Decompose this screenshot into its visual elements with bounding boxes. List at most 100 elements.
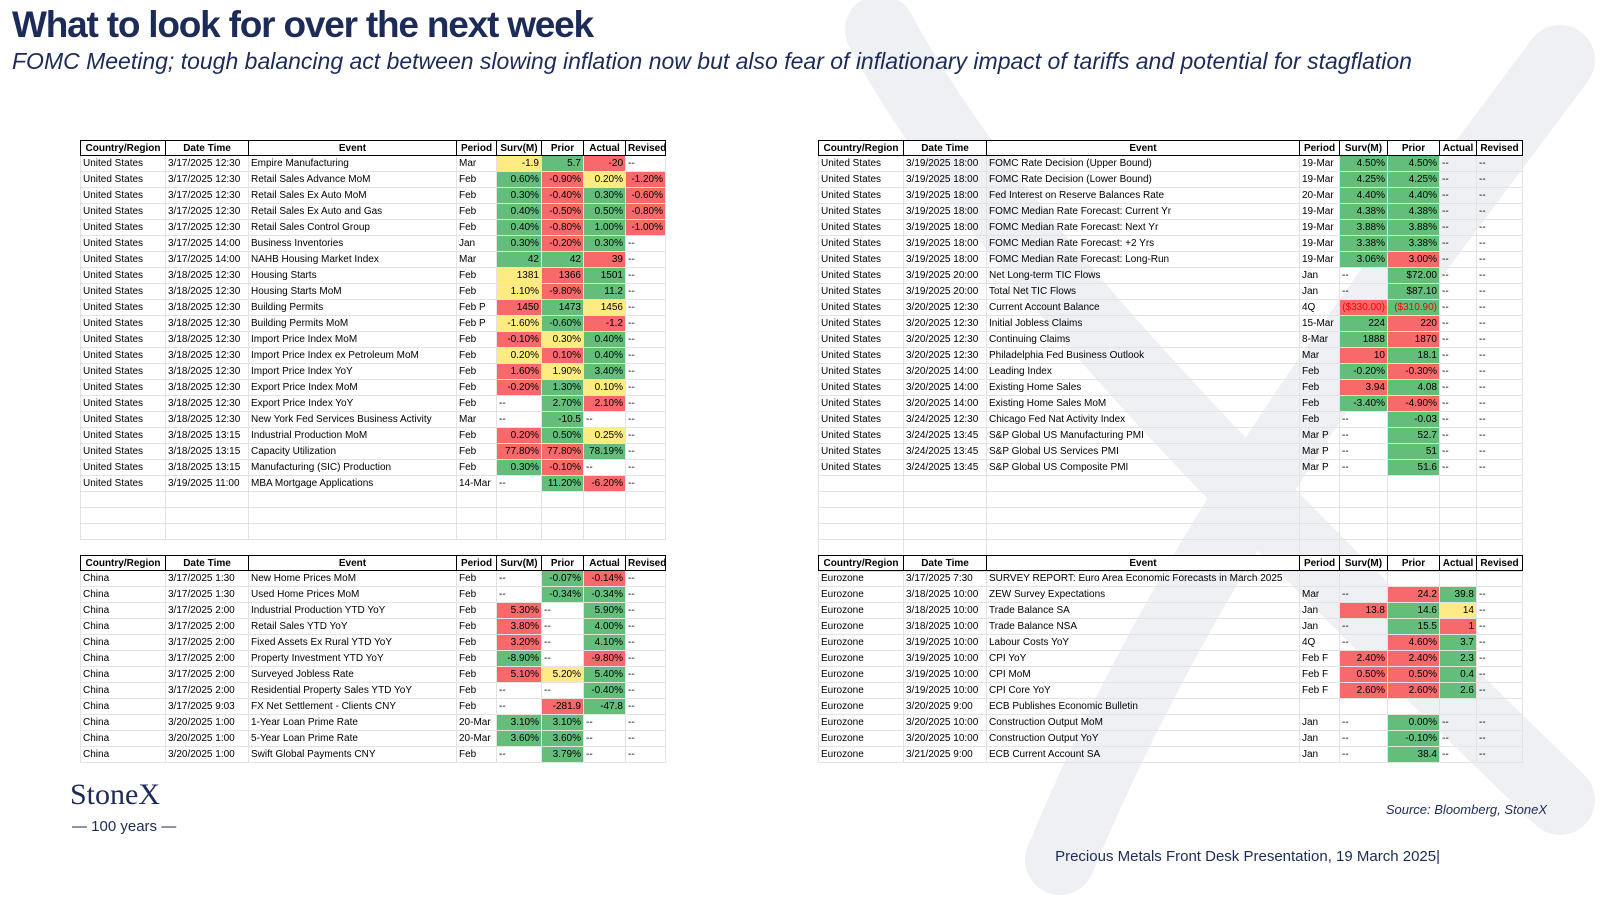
cell-date: 3/17/2025 1:30 — [165, 586, 249, 603]
cell-event: Labour Costs YoY — [986, 634, 1300, 651]
cell-country: United States — [80, 347, 166, 364]
cell-period: Feb — [456, 283, 497, 300]
cell-actual: 0.50% — [583, 203, 626, 220]
cell-period: Feb — [456, 187, 497, 204]
cell-event: S&P Global US Services PMI — [986, 443, 1300, 460]
cell-date: 3/20/2025 12:30 — [903, 315, 987, 332]
cell-actual: -- — [1439, 171, 1477, 188]
table-row: China 3/20/2025 1:00 1-Year Loan Prime Rat… — [80, 714, 666, 731]
cell-country: United States — [80, 459, 166, 476]
cell-date: 3/19/2025 18:00 — [903, 203, 987, 220]
column-header: Surv(M) — [496, 555, 542, 571]
cell-surv: 4.50% — [1339, 155, 1388, 172]
cell-date: 3/20/2025 1:00 — [165, 746, 249, 763]
cell-date: 3/17/2025 14:00 — [165, 235, 249, 252]
cell-prior: -0.30% — [1387, 363, 1440, 380]
empty-row — [818, 523, 1523, 540]
cell-actual: -0.34% — [583, 586, 626, 603]
cell-prior: 1870 — [1387, 331, 1440, 348]
cell-country: United States — [80, 299, 166, 316]
cell-actual: -- — [583, 459, 626, 476]
cell-prior: 0.10% — [541, 347, 584, 364]
cell-actual: -20 — [583, 155, 626, 172]
page-subtitle: FOMC Meeting; tough balancing act betwee… — [12, 48, 1412, 74]
cell-revised: -- — [1476, 347, 1523, 364]
cell-country: United States — [818, 219, 904, 236]
cell-date: 3/20/2025 14:00 — [903, 395, 987, 412]
column-header: Prior — [541, 555, 584, 571]
cell-surv: 1.60% — [496, 363, 542, 380]
table-row: United States 3/24/2025 13:45 S&P Global U… — [818, 443, 1523, 460]
cell-revised: -- — [625, 602, 666, 619]
cell-country: Eurozone — [818, 698, 904, 715]
cell-country: United States — [818, 443, 904, 460]
cell-revised: -- — [1476, 602, 1523, 619]
cell-revised: -- — [1476, 586, 1523, 603]
cell-country: United States — [818, 363, 904, 380]
cell-revised: -- — [625, 459, 666, 476]
cell-actual: 0.40% — [583, 347, 626, 364]
cell-prior: 51 — [1387, 443, 1440, 460]
cell-event: Trade Balance NSA — [986, 618, 1300, 635]
cell-prior: 4.25% — [1387, 171, 1440, 188]
table-row: United States 3/18/2025 12:30 Import Price… — [80, 331, 666, 348]
cell-actual: -9.80% — [583, 650, 626, 667]
cell-event: Trade Balance SA — [986, 602, 1300, 619]
cell-surv: 0.30% — [496, 235, 542, 252]
cell-period: Feb F — [1299, 650, 1340, 667]
cell-surv: -- — [496, 682, 542, 699]
cell-prior: -9.80% — [541, 283, 584, 300]
cell-revised: -- — [1476, 267, 1523, 284]
cell-country: United States — [80, 219, 166, 236]
cell-prior: $72.00 — [1387, 267, 1440, 284]
cell-event: FOMC Median Rate Forecast: +2 Yrs — [986, 235, 1300, 252]
cell-event: Export Price Index YoY — [248, 395, 457, 412]
column-header: Surv(M) — [1339, 140, 1388, 156]
cell-country: United States — [818, 155, 904, 172]
cell-surv: 0.40% — [496, 203, 542, 220]
empty-row — [80, 507, 666, 524]
cell-country: China — [80, 730, 166, 747]
cell-surv: 4.40% — [1339, 187, 1388, 204]
cell-date: 3/20/2025 9:00 — [903, 698, 987, 715]
table-row: United States 3/24/2025 13:45 S&P Global U… — [818, 459, 1523, 476]
table-row: United States 3/20/2025 12:30 Initial Jobl… — [818, 315, 1523, 332]
cell-period: Jan — [1299, 746, 1340, 763]
cell-event: FX Net Settlement - Clients CNY — [248, 698, 457, 715]
cell-actual: -- — [1439, 347, 1477, 364]
cell-surv: 2.40% — [1339, 650, 1388, 667]
cell-period: Jan — [456, 235, 497, 252]
cell-actual: 2.3 — [1439, 650, 1477, 667]
cell-surv: 77.80% — [496, 443, 542, 460]
cell-date: 3/19/2025 18:00 — [903, 171, 987, 188]
cell-period: Mar P — [1299, 427, 1340, 444]
cell-event: Building Permits MoM — [248, 315, 457, 332]
cell-date: 3/18/2025 12:30 — [165, 315, 249, 332]
table-row: United States 3/18/2025 12:30 Import Price… — [80, 347, 666, 364]
cell-surv: -8.90% — [496, 650, 542, 667]
column-header: Period — [456, 555, 497, 571]
cell-actual: 39.8 — [1439, 586, 1477, 603]
cell-period: Feb — [456, 746, 497, 763]
cell-actual: -- — [1439, 331, 1477, 348]
cell-actual: 4.00% — [583, 618, 626, 635]
cell-prior: 4.50% — [1387, 155, 1440, 172]
cell-revised: -- — [1476, 714, 1523, 731]
cell-revised: -- — [625, 411, 666, 428]
cell-period: Feb — [456, 443, 497, 460]
table-row: United States 3/17/2025 12:30 Retail Sales… — [80, 171, 666, 188]
cell-period: 19-Mar — [1299, 251, 1340, 268]
cell-surv: 224 — [1339, 315, 1388, 332]
cell-revised: -- — [1476, 363, 1523, 380]
cell-prior: -- — [541, 682, 584, 699]
cell-revised: -- — [1476, 666, 1523, 683]
cell-surv: 3.20% — [496, 634, 542, 651]
cell-actual: -- — [1439, 730, 1477, 747]
table-row: United States 3/17/2025 12:30 Retail Sales… — [80, 203, 666, 220]
cell-prior: 4.08 — [1387, 379, 1440, 396]
cell-date: 3/17/2025 12:30 — [165, 187, 249, 204]
cell-period: Feb — [456, 267, 497, 284]
cell-period: Feb — [456, 427, 497, 444]
cell-prior: -0.60% — [541, 315, 584, 332]
cell-event: New York Fed Services Business Activity — [248, 411, 457, 428]
